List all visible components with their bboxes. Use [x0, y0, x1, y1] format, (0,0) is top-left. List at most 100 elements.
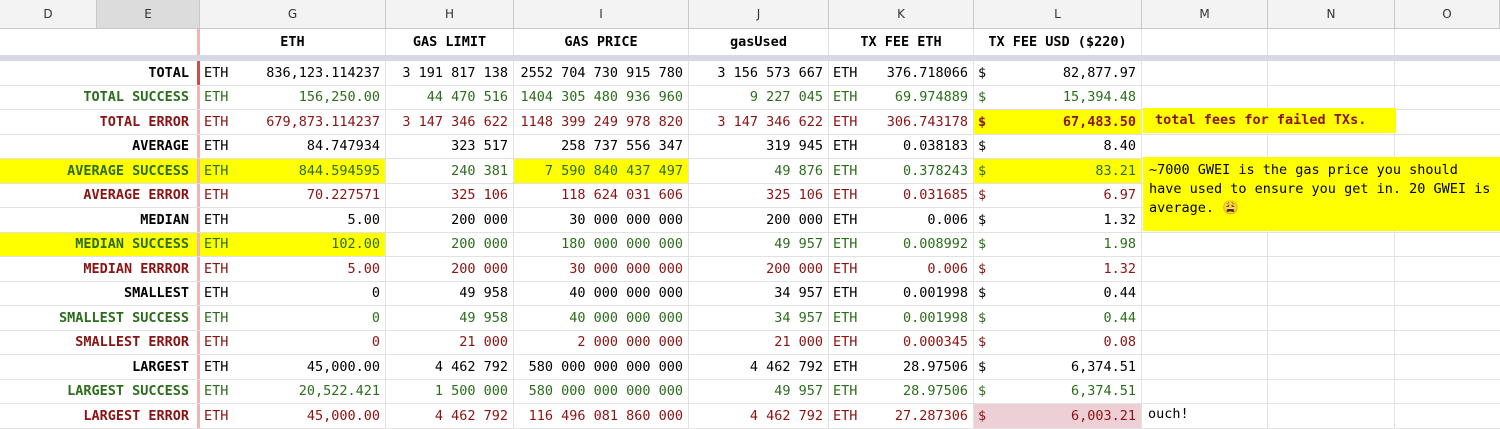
tx-fee-eth-cell[interactable]: ETH 27.287306 [829, 404, 974, 428]
eth-cell[interactable]: ETH 102.00 [200, 232, 386, 256]
gas-limit-cell[interactable]: 325 106 [386, 183, 514, 207]
tx-fee-usd-cell[interactable]: $0.44 [974, 306, 1142, 330]
row-label[interactable]: TOTAL SUCCESS [0, 85, 200, 109]
cell-blank[interactable] [1395, 233, 1500, 257]
cell-blank[interactable] [1142, 29, 1268, 55]
eth-cell[interactable]: ETH 45,000.00 [200, 355, 386, 379]
row-label[interactable]: MEDIAN ERRROR [0, 257, 200, 281]
col-header-n[interactable]: N [1268, 0, 1395, 28]
cell-blank[interactable] [1142, 404, 1268, 428]
gas-price-cell[interactable]: 180 000 000 000 [514, 232, 689, 256]
gas-price-cell[interactable]: 40 000 000 000 [514, 306, 689, 330]
cell-blank[interactable] [1395, 331, 1500, 355]
tx-fee-eth-cell[interactable]: ETH 0.038183 [829, 134, 974, 158]
gas-price-cell[interactable]: 118 624 031 606 [514, 183, 689, 207]
cell-blank[interactable] [1268, 404, 1395, 428]
gas-price-cell[interactable]: 40 000 000 000 [514, 281, 689, 305]
note-ouch[interactable]: ouch! [1148, 406, 1189, 423]
frozen-row-divider[interactable] [0, 55, 1500, 61]
gas-price-cell[interactable]: 1148 399 249 978 820 [514, 110, 689, 134]
gas-used-cell[interactable]: 319 945 [689, 134, 829, 158]
cell-blank[interactable] [1395, 110, 1500, 134]
cell-blank[interactable] [1268, 29, 1395, 55]
gas-used-cell[interactable]: 49 957 [689, 379, 829, 403]
gas-used-cell[interactable]: 34 957 [689, 281, 829, 305]
gas-price-cell[interactable]: 2 000 000 000 [514, 330, 689, 354]
col-header-i[interactable]: I [514, 0, 689, 28]
gas-price-cell[interactable]: 2552 704 730 915 780 [514, 61, 689, 85]
tx-fee-usd-cell[interactable]: $1.32 [974, 208, 1142, 232]
cell-blank[interactable] [1395, 86, 1500, 110]
gas-limit-cell[interactable]: 4 462 792 [386, 404, 514, 428]
row-label[interactable]: AVERAGE SUCCESS [0, 159, 200, 183]
gas-price-cell[interactable]: 580 000 000 000 000 [514, 379, 689, 403]
tx-fee-eth-cell[interactable]: ETH 0.008992 [829, 232, 974, 256]
cell-blank[interactable] [1268, 61, 1395, 85]
row-label[interactable]: SMALLEST ERROR [0, 330, 200, 354]
gas-price-cell[interactable]: 1404 305 480 936 960 [514, 85, 689, 109]
cell-blank[interactable] [1395, 135, 1500, 159]
row-label[interactable]: AVERAGE ERROR [0, 183, 200, 207]
row-label[interactable]: MEDIAN SUCCESS [0, 232, 200, 256]
header-eth[interactable]: ETH [200, 29, 386, 55]
gas-used-cell[interactable]: 3 147 346 622 [689, 110, 829, 134]
header-gas-price[interactable]: GAS PRICE [514, 29, 689, 55]
gas-price-cell[interactable]: 258 737 556 347 [514, 134, 689, 158]
gas-used-cell[interactable]: 21 000 [689, 330, 829, 354]
gas-used-cell[interactable]: 9 227 045 [689, 85, 829, 109]
cell-blank[interactable] [1142, 257, 1268, 281]
cell-blank[interactable] [1268, 281, 1395, 305]
tx-fee-usd-cell[interactable]: $6,374.51 [974, 355, 1142, 379]
row-label[interactable]: SMALLEST SUCCESS [0, 306, 200, 330]
eth-cell[interactable]: ETH 156,250.00 [200, 85, 386, 109]
gas-limit-cell[interactable]: 240 381 [386, 159, 514, 183]
cell-blank[interactable] [1268, 379, 1395, 403]
cell-blank[interactable] [1142, 85, 1268, 109]
cell-blank[interactable] [1395, 61, 1500, 85]
cell-blank[interactable] [1268, 257, 1395, 281]
col-header-d[interactable]: D [0, 0, 97, 28]
cell-blank[interactable] [1142, 306, 1268, 330]
cell-blank[interactable] [1142, 281, 1268, 305]
col-header-m[interactable]: M [1142, 0, 1268, 28]
tx-fee-eth-cell[interactable]: ETH 0.031685 [829, 183, 974, 207]
row-label[interactable]: LARGEST SUCCESS [0, 379, 200, 403]
gas-price-cell[interactable]: 30 000 000 000 [514, 208, 689, 232]
eth-cell[interactable]: ETH 5.00 [200, 208, 386, 232]
gas-limit-cell[interactable]: 3 191 817 138 [386, 61, 514, 85]
cell-blank[interactable] [1395, 355, 1500, 379]
gas-used-cell[interactable]: 4 462 792 [689, 355, 829, 379]
eth-cell[interactable]: ETH 84.747934 [200, 134, 386, 158]
tx-fee-usd-cell[interactable]: $6,374.51 [974, 379, 1142, 403]
eth-cell[interactable]: ETH 679,873.114237 [200, 110, 386, 134]
gas-limit-cell[interactable]: 200 000 [386, 208, 514, 232]
tx-fee-usd-cell[interactable]: $1.98 [974, 232, 1142, 256]
cell-blank[interactable] [1395, 257, 1500, 281]
tx-fee-usd-cell[interactable]: $15,394.48 [974, 85, 1142, 109]
header-gas-used[interactable]: gasUsed [689, 29, 829, 55]
cell-blank[interactable] [1142, 330, 1268, 354]
gas-used-cell[interactable]: 3 156 573 667 [689, 61, 829, 85]
col-header-j[interactable]: J [689, 0, 829, 28]
cell-blank[interactable] [1142, 232, 1268, 256]
eth-cell[interactable]: ETH 0 [200, 306, 386, 330]
eth-cell[interactable]: ETH 0 [200, 330, 386, 354]
cell-blank[interactable] [1268, 330, 1395, 354]
tx-fee-usd-cell[interactable]: $6,003.21 [974, 404, 1142, 428]
gas-limit-cell[interactable]: 1 500 000 [386, 379, 514, 403]
gas-price-cell[interactable]: 116 496 081 860 000 [514, 404, 689, 428]
gas-limit-cell[interactable]: 4 462 792 [386, 355, 514, 379]
gas-price-cell[interactable]: 30 000 000 000 [514, 257, 689, 281]
tx-fee-eth-cell[interactable]: ETH 0.000345 [829, 330, 974, 354]
tx-fee-usd-cell[interactable]: $0.08 [974, 330, 1142, 354]
cell-blank[interactable] [1142, 61, 1268, 85]
row-label[interactable]: MEDIAN [0, 208, 200, 232]
gas-used-cell[interactable]: 200 000 [689, 257, 829, 281]
gas-limit-cell[interactable]: 21 000 [386, 330, 514, 354]
cell-blank[interactable] [1395, 380, 1500, 404]
row-label[interactable]: SMALLEST [0, 281, 200, 305]
gas-price-cell[interactable]: 580 000 000 000 000 [514, 355, 689, 379]
tx-fee-eth-cell[interactable]: ETH 28.97506 [829, 355, 974, 379]
gas-limit-cell[interactable]: 323 517 [386, 134, 514, 158]
tx-fee-eth-cell[interactable]: ETH 0.378243 [829, 159, 974, 183]
